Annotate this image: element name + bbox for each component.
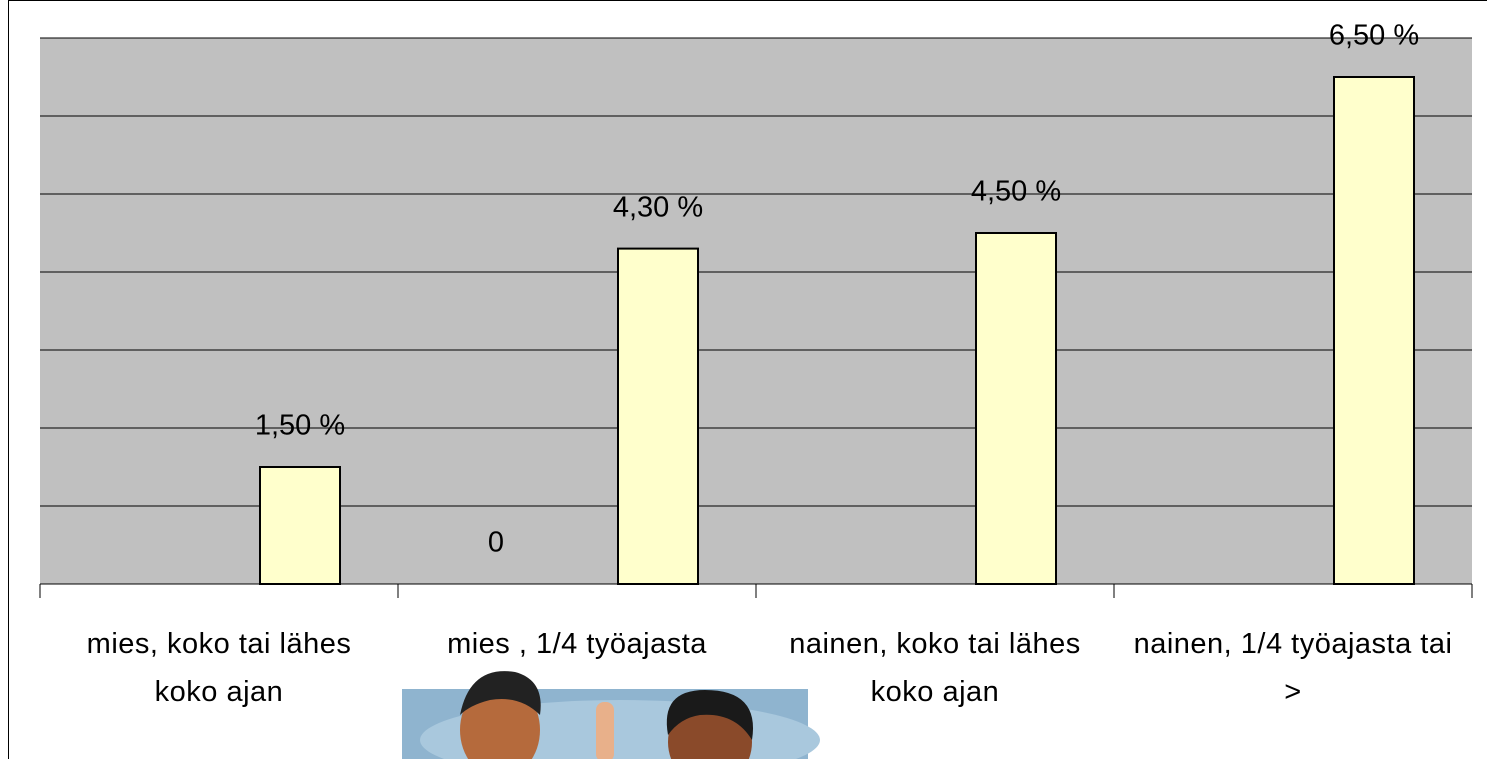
x-tick-label: nainen, koko tai lähes koko ajan <box>770 620 1100 716</box>
data-label: 1,50 % <box>255 410 345 442</box>
bar <box>976 233 1056 584</box>
chart-page: 1,50 % 0 4,30 % 4,50 % 6,50 % mies, koko tai… <box>0 0 1487 759</box>
data-label: 4,50 % <box>971 176 1061 208</box>
bar <box>618 249 698 584</box>
x-tick-label: mies , 1/4 työajasta <box>412 620 742 668</box>
bar <box>260 467 340 584</box>
plot-area: 1,50 % 0 4,30 % 4,50 % 6,50 % <box>40 20 1472 598</box>
illustration <box>402 671 820 759</box>
data-label: 0 <box>488 527 504 559</box>
x-tick-label: nainen, 1/4 työajasta tai > <box>1128 620 1458 716</box>
x-tick-label: mies, koko tai lähes koko ajan <box>54 620 384 716</box>
data-label: 6,50 % <box>1329 20 1419 52</box>
plot-background <box>40 38 1472 584</box>
bar <box>1334 77 1414 584</box>
data-label: 4,30 % <box>613 191 703 223</box>
